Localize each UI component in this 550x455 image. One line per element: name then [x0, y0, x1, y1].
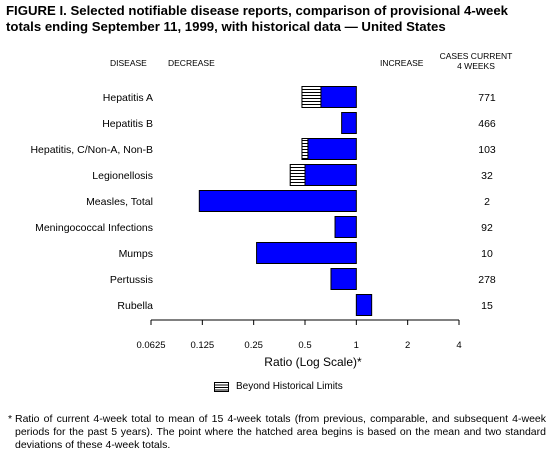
x-tick-label: 0.125	[190, 340, 214, 351]
bar-measles-total	[198, 190, 357, 212]
row-label-hepatitis-c-non-a-non-b: Hepatitis, C/Non-A, Non-B	[30, 144, 153, 156]
row-label-rubella: Rubella	[117, 300, 153, 312]
x-axis-ticks: 0.0625 0.125 0.25 0.5 1 2 4	[136, 320, 462, 351]
bars-layer	[198, 86, 373, 316]
cases-header-line2: 4 WEEKS	[457, 61, 495, 71]
x-tick-label: 0.0625	[136, 340, 165, 351]
row-labels: Hepatitis A 771 Hepatitis B 466 Hepatitis, C…	[30, 92, 495, 312]
footnote-text: Ratio of current 4-week total to mean of…	[15, 413, 546, 451]
cases-hepatitis-b: 466	[478, 118, 496, 130]
hatch-legionellosis	[289, 164, 306, 186]
row-label-hepatitis-a: Hepatitis A	[103, 92, 153, 104]
cases-hepatitis-c-non-a-non-b: 103	[478, 144, 496, 156]
x-tick-label: 0.25	[244, 340, 263, 351]
x-tick-label: 0.5	[298, 340, 311, 351]
bar-mumps	[256, 242, 357, 264]
footnote-mark: *	[8, 413, 13, 425]
row-label-meningococcal-infections: Meningococcal Infections	[35, 222, 153, 234]
legend-hatch-swatch	[214, 382, 229, 392]
row-label-mumps: Mumps	[119, 248, 153, 260]
increase-header: INCREASE	[380, 58, 424, 68]
cases-column-header: CASES CURRENT 4 WEEKS	[430, 51, 522, 71]
cases-pertussis: 278	[478, 274, 496, 286]
bar-meningococcal-infections	[334, 216, 357, 238]
disease-column-header: DISEASE	[110, 58, 147, 68]
decrease-header: DECREASE	[168, 58, 215, 68]
cases-rubella: 15	[481, 300, 493, 312]
bar-hepatitis-b	[341, 112, 357, 134]
hatch-hepatitis-a	[301, 86, 322, 108]
cases-meningococcal-infections: 92	[481, 222, 493, 234]
hatch-hepatitis-c-non-a-non-b	[301, 138, 309, 160]
bar-pertussis	[330, 268, 357, 290]
ratio-bar-chart: 0.0625 0.125 0.25 0.5 1 2 4 Hepatitis A 771Hepa…	[30, 86, 496, 369]
x-tick-label: 2	[405, 340, 410, 351]
cases-mumps: 10	[481, 248, 493, 260]
cases-legionellosis: 32	[481, 170, 493, 182]
cases-hepatitis-a: 771	[478, 92, 496, 104]
bar-hepatitis-c-non-a-non-b	[301, 138, 357, 160]
row-label-pertussis: Pertussis	[110, 274, 153, 286]
cases-measles-total: 2	[484, 196, 490, 208]
bar-rubella	[355, 294, 373, 316]
x-axis-title: Ratio (Log Scale)*	[264, 355, 362, 369]
row-label-measles-total: Measles, Total	[86, 196, 153, 208]
cases-header-line1: CASES CURRENT	[439, 51, 513, 61]
x-tick-label: 1	[354, 340, 359, 351]
legend-label: Beyond Historical Limits	[236, 381, 343, 392]
footnote: * Ratio of current 4-week total to mean …	[8, 413, 546, 452]
figure-title: FIGURE I. Selected notifiable disease re…	[6, 3, 508, 34]
row-label-legionellosis: Legionellosis	[92, 170, 153, 182]
row-label-hepatitis-b: Hepatitis B	[102, 118, 153, 130]
x-tick-label: 4	[456, 340, 461, 351]
